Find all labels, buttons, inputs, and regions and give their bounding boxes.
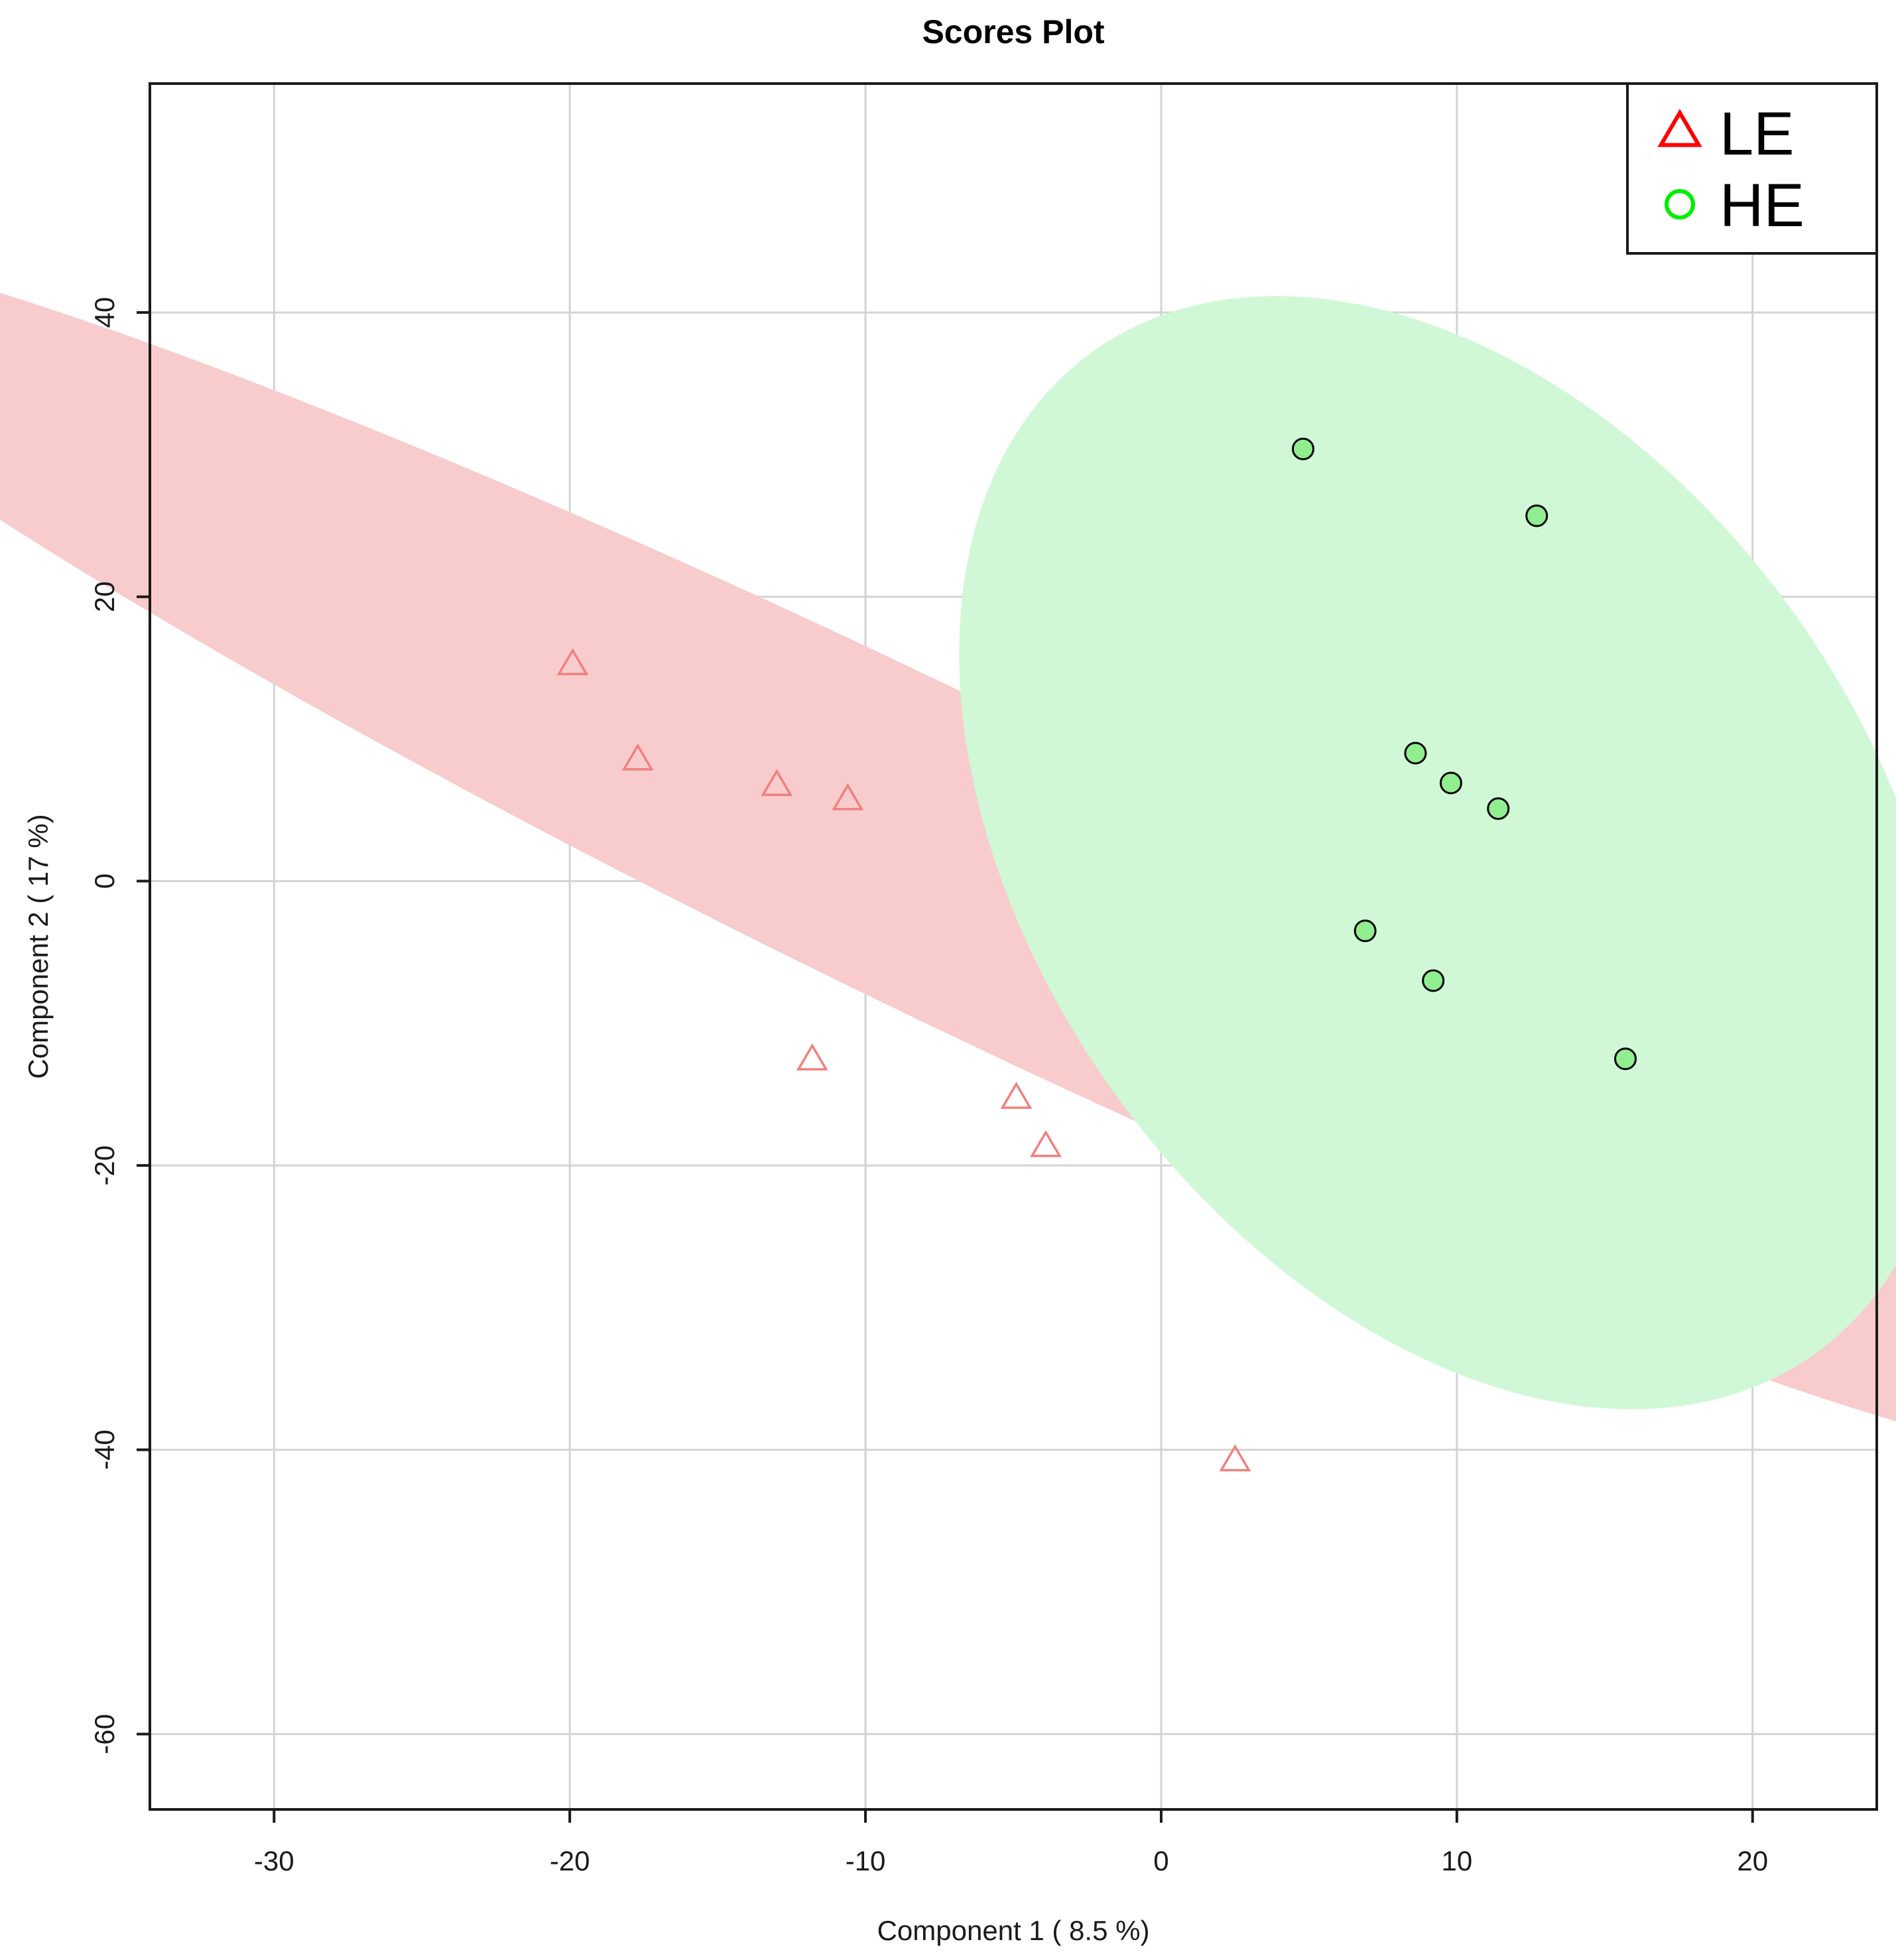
legend-symbol-le <box>1657 109 1702 147</box>
data-points <box>556 437 1637 1472</box>
legend-label-le: LE <box>1720 100 1795 168</box>
x-tick-label: 10 <box>1441 1845 1472 1876</box>
y-axis-label: Component 2 ( 17 %) <box>23 814 54 1078</box>
x-tick-label: -10 <box>846 1845 886 1876</box>
y-tick-label: -60 <box>89 1714 120 1754</box>
x-tick-label: 0 <box>1153 1845 1169 1876</box>
data-point-he <box>1613 1047 1637 1071</box>
ellipse-he <box>959 296 1896 1409</box>
data-point-le <box>556 648 589 676</box>
y-tick-label: 20 <box>89 581 120 612</box>
data-point-he <box>1404 742 1427 765</box>
data-point-he <box>1525 504 1548 527</box>
legend-box <box>1626 82 1878 255</box>
y-tick-label: 0 <box>89 874 120 889</box>
y-tick-label: -40 <box>89 1429 120 1470</box>
legend-symbol-he <box>1665 189 1695 220</box>
x-tick-label: -30 <box>254 1845 294 1876</box>
chart-title: Scores Plot <box>922 13 1104 50</box>
x-axis: -30 -20 -10 0 10 20 <box>254 1808 1768 1876</box>
y-tick-label: 40 <box>89 297 120 328</box>
legend-label-he: HE <box>1720 172 1804 239</box>
x-tick-label: -20 <box>550 1845 590 1876</box>
confidence-ellipses <box>0 293 1896 1422</box>
data-point-le <box>621 743 654 771</box>
y-tick-label: -20 <box>89 1145 120 1186</box>
data-point-le <box>832 783 864 811</box>
data-point-le <box>796 1043 828 1071</box>
x-axis-label: Component 1 ( 8.5 %) <box>877 1915 1150 1946</box>
data-point-he <box>1291 437 1314 460</box>
data-point-he <box>1487 797 1510 820</box>
data-point-he <box>1422 969 1445 992</box>
x-tick-label: 20 <box>1737 1845 1768 1876</box>
data-point-le <box>1030 1130 1062 1157</box>
y-axis: -60 -40 -20 0 20 40 <box>89 297 151 1754</box>
data-point-he <box>1354 919 1377 943</box>
data-point-he <box>1439 771 1462 795</box>
data-point-le <box>761 769 793 797</box>
data-point-le <box>1219 1444 1251 1472</box>
data-point-le <box>1000 1081 1033 1109</box>
